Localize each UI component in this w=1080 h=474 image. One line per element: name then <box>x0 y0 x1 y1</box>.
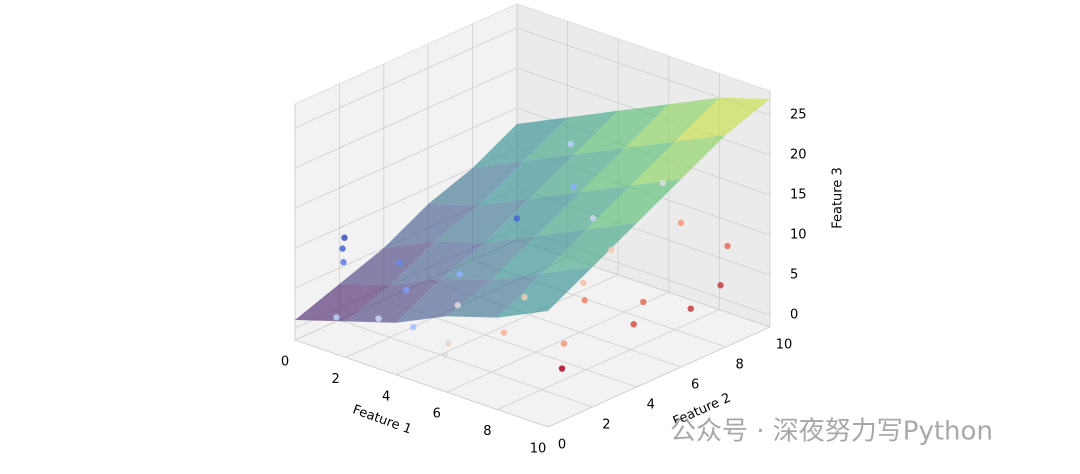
z-tick-label: 10 <box>790 228 807 243</box>
surface-patch <box>624 97 720 149</box>
grid-line <box>339 319 593 408</box>
surface-patch <box>529 148 625 199</box>
surface-patch <box>345 278 441 323</box>
scatter-point <box>640 298 647 306</box>
z-tick-label: 0 <box>790 308 798 323</box>
surface-patch <box>339 241 435 286</box>
surface-patch <box>586 179 682 230</box>
z-axis-label: Feature 3 <box>831 167 846 229</box>
surface-patch <box>523 110 619 162</box>
scatter-point <box>521 294 528 301</box>
grid-line <box>294 67 518 169</box>
scatter-point <box>375 315 382 322</box>
x-tick-label: 6 <box>433 407 441 422</box>
scatter-point <box>402 286 410 294</box>
scatter-point <box>454 301 461 309</box>
z-tick-label: 25 <box>790 108 807 123</box>
scatter-point <box>339 245 346 252</box>
plot: 0 2 4 6 8 10 0 2 4 6 8 10 0 5 10 15 20 25 <box>281 97 807 457</box>
scatter-point <box>589 215 597 222</box>
grid-line <box>294 339 549 428</box>
x-tick-label: 4 <box>382 389 390 404</box>
surface-patch <box>428 161 524 206</box>
grid-line <box>294 107 518 209</box>
scatter-point <box>677 219 685 227</box>
scatter-point <box>687 305 694 312</box>
scatter-point <box>558 365 566 372</box>
surface-patch <box>541 223 637 274</box>
surface-patch <box>535 185 631 237</box>
surface-patch <box>485 192 580 243</box>
watermark: 公众号 · 深夜努力写Python <box>670 417 993 447</box>
scatter-point <box>340 259 347 266</box>
grid-line <box>547 326 771 428</box>
surface-patch <box>446 273 542 318</box>
scatter-point <box>513 215 520 222</box>
grid-line <box>497 309 720 410</box>
y-tick-label: 4 <box>647 398 655 413</box>
surface-patch <box>580 141 675 193</box>
scatter-point <box>410 323 417 331</box>
y-tick-label: 0 <box>558 438 566 453</box>
scatter-point <box>444 340 452 347</box>
x-tick-label: 0 <box>281 355 289 370</box>
scatter-point <box>396 259 403 267</box>
scatter-point <box>442 351 449 359</box>
scatter-point <box>579 279 587 287</box>
scatter-point <box>724 242 731 250</box>
x-tick-label: 2 <box>331 372 339 387</box>
surface-patch <box>675 97 770 142</box>
scatter-point <box>717 282 724 289</box>
scatter-point <box>567 140 574 148</box>
surface-patch <box>383 204 479 248</box>
surface-patch <box>630 135 726 186</box>
surface-patch <box>295 284 390 322</box>
scatter-point <box>659 179 666 187</box>
surface-patch <box>390 241 485 286</box>
surface-patch <box>440 236 536 281</box>
surface-patch <box>491 229 587 281</box>
scatter-point <box>333 314 340 321</box>
grid-line <box>446 291 669 393</box>
surface-patch <box>573 104 669 155</box>
z-tick-label: 15 <box>790 188 807 203</box>
scatter-point <box>341 234 348 241</box>
y-tick-label: 2 <box>602 418 610 433</box>
y-tick-label: 10 <box>776 338 793 353</box>
y-tick-label: 8 <box>735 358 743 373</box>
grid-line <box>294 27 518 129</box>
surface-patch <box>497 267 593 318</box>
x-axis-label: Feature 1 <box>351 402 414 437</box>
scatter-point <box>581 297 588 304</box>
surface-patch <box>434 198 530 243</box>
scatter-point <box>608 246 615 254</box>
scatter-point <box>560 340 568 347</box>
scatter-point <box>500 329 508 336</box>
scatter-point <box>630 321 637 328</box>
scatter-point <box>570 183 577 190</box>
scatter-point <box>456 270 463 278</box>
y-tick-label: 6 <box>691 378 699 393</box>
z-tick-label: 5 <box>790 268 798 283</box>
surface-patch <box>478 154 574 206</box>
z-tick-label: 20 <box>790 148 807 163</box>
x-tick-label: 8 <box>483 424 491 439</box>
surface-patch <box>396 278 492 323</box>
surface-patch <box>472 117 568 168</box>
x-tick-label: 10 <box>530 442 547 457</box>
grid-line <box>396 274 619 376</box>
